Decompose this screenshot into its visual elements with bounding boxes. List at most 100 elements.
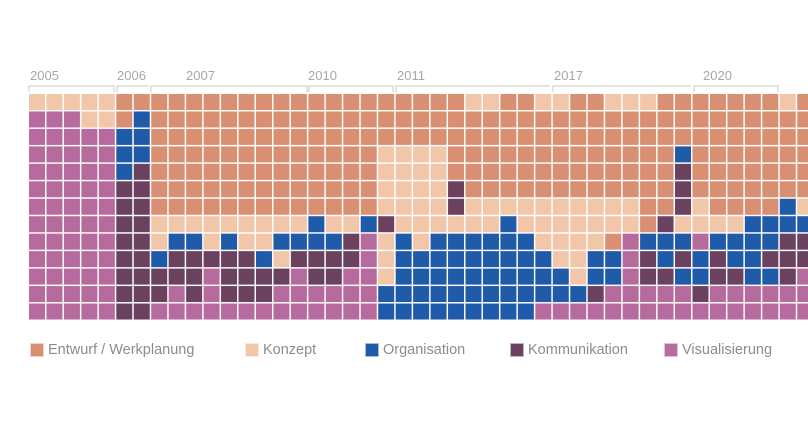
grid-cell — [465, 94, 482, 110]
grid-cell — [779, 303, 796, 320]
grid-cell — [797, 286, 808, 303]
grid-cell — [395, 163, 412, 180]
grid-cell — [29, 251, 45, 268]
grid-cell — [430, 111, 447, 128]
grid-cell — [221, 286, 238, 303]
grid-cell — [482, 251, 499, 268]
grid-cell — [343, 128, 360, 145]
grid-cell — [168, 146, 185, 163]
grid-cell — [46, 111, 63, 128]
grid-cell — [98, 163, 115, 180]
grid-cell — [116, 146, 133, 163]
grid-cell — [430, 163, 447, 180]
grid-cell — [308, 163, 325, 180]
grid-cell — [482, 216, 499, 233]
grid-cell — [81, 251, 98, 268]
legend-item-kommunikation: Kommunikation — [510, 342, 628, 358]
grid-cell — [151, 111, 168, 128]
grid-cell — [692, 198, 709, 215]
grid-cell — [779, 146, 796, 163]
grid-cell — [482, 181, 499, 198]
grid-cell — [727, 216, 744, 233]
grid-cell — [779, 233, 796, 250]
grid-cell — [465, 146, 482, 163]
grid-cell — [186, 111, 203, 128]
grid-cell — [343, 198, 360, 215]
grid-cell — [622, 146, 639, 163]
grid-cell — [675, 128, 692, 145]
grid-cell — [570, 128, 587, 145]
grid-cell — [325, 94, 342, 110]
grid-cell — [640, 233, 657, 250]
grid-cell — [587, 94, 604, 110]
grid-cell — [63, 163, 80, 180]
grid-cell — [552, 233, 569, 250]
grid-cell — [308, 111, 325, 128]
grid-cell — [622, 286, 639, 303]
grid-cell — [692, 286, 709, 303]
grid-cell — [797, 198, 808, 215]
grid-cell — [430, 181, 447, 198]
grid-cell — [692, 94, 709, 110]
grid-cell — [29, 233, 45, 250]
grid-cell — [290, 198, 307, 215]
grid-cell — [448, 216, 465, 233]
grid-cell — [587, 163, 604, 180]
grid-cell — [797, 128, 808, 145]
grid-cell — [605, 111, 622, 128]
grid-cell — [203, 216, 220, 233]
grid-cell — [221, 94, 238, 110]
grid-cell — [692, 128, 709, 145]
grid-cell — [255, 216, 272, 233]
grid-cell — [151, 146, 168, 163]
grid-cell — [360, 111, 377, 128]
grid-cell — [587, 146, 604, 163]
grid-cell — [797, 303, 808, 320]
grid-cell — [587, 233, 604, 250]
grid-cell — [517, 146, 534, 163]
chart: 2005 2006 2007 2010 2011 2017 2020 — [28, 68, 808, 320]
grid-cell — [273, 146, 290, 163]
grid-cell — [151, 163, 168, 180]
grid-cell — [465, 251, 482, 268]
grid-cell — [81, 94, 98, 110]
grid-cell — [98, 286, 115, 303]
grid-cell — [605, 286, 622, 303]
grid-cell — [605, 303, 622, 320]
grid-cell — [640, 146, 657, 163]
grid-cell — [762, 128, 779, 145]
legend-label: Entwurf / Werkplanung — [48, 342, 195, 358]
grid-cell — [762, 286, 779, 303]
grid-cell — [430, 94, 447, 110]
grid-cell — [29, 181, 45, 198]
grid-cell — [238, 198, 255, 215]
grid-cell — [500, 181, 517, 198]
grid-cell — [779, 163, 796, 180]
grid-cell — [552, 216, 569, 233]
grid-cell — [465, 198, 482, 215]
grid-cell — [744, 198, 761, 215]
grid-cell — [413, 181, 430, 198]
grid-cell — [448, 251, 465, 268]
grid-cell — [133, 163, 150, 180]
grid-cell — [640, 303, 657, 320]
grid-cell — [657, 286, 674, 303]
grid-cell — [640, 163, 657, 180]
grid-cell — [727, 268, 744, 285]
grid-cell — [203, 268, 220, 285]
grid-cell — [308, 94, 325, 110]
grid-cell — [186, 146, 203, 163]
grid-cell — [587, 128, 604, 145]
grid-cell — [255, 303, 272, 320]
grid-cell — [709, 198, 726, 215]
grid-cell — [413, 146, 430, 163]
grid-cell — [343, 146, 360, 163]
grid-cell — [255, 94, 272, 110]
grid-cell — [98, 251, 115, 268]
grid-cell — [587, 286, 604, 303]
grid-cell — [570, 286, 587, 303]
grid-cell — [535, 94, 552, 110]
year-label-2020: 2020 — [703, 68, 732, 83]
grid-cell — [221, 233, 238, 250]
grid-cell — [430, 233, 447, 250]
